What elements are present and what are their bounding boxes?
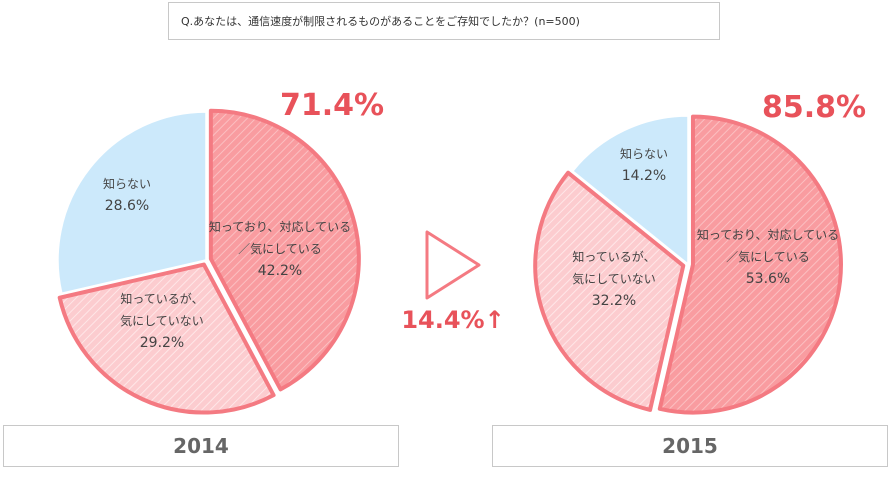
question-box: Q.あなたは、通信速度が制限されるものがあることをご存知でしたか？(n=500): [168, 2, 720, 40]
slice-label-unaware-2014: 知らない: [103, 177, 151, 191]
year-box-2014: 2014: [3, 425, 399, 467]
slice-value-aware-action-2014: 42.2%: [258, 263, 302, 279]
slice-unaware-2014: [57, 111, 207, 294]
slice-label-aware-action-2015: 知っており、対応している: [697, 228, 839, 242]
slice-value-aware-no-action-2014: 29.2%: [140, 335, 184, 351]
slice-label-aware-no-action-2015: 気にしていない: [572, 271, 656, 286]
pie-chart-2015: 知っており、対応している ／気にしている 53.6% 知っているが、気にしていない 32…: [533, 114, 843, 415]
slice-divider-2014: [205, 259, 275, 388]
slice-label-aware-action-2014: ／気にしている: [238, 241, 322, 256]
slice-aware-action-2014: [208, 108, 361, 392]
slice-label-aware-no-action-2014: 知っているが、: [120, 291, 203, 306]
year-label-2015: 2015: [662, 434, 718, 458]
question-text: Q.あなたは、通信速度が制限されるものがあることをご存知でしたか？(n=500): [181, 15, 580, 28]
slice-label-aware-action-2014: 知っており、対応している: [209, 220, 351, 234]
slice-label-aware-no-action-2015: 知っているが、: [572, 249, 655, 264]
slice-aware-action-2015: [657, 114, 843, 415]
slice-aware-no-action-2014: [57, 262, 276, 415]
slice-value-unaware-2014: 28.6%: [105, 198, 149, 214]
change-label: 14.4%↑: [401, 306, 504, 334]
total-aware-2015: 85.8%: [762, 90, 866, 125]
total-aware-2014: 71.4%: [280, 88, 384, 123]
slice-aware-no-action-2015: [533, 170, 686, 412]
slice-label-unaware-2015: 知らない: [620, 147, 668, 161]
slice-label-aware-action-2015: ／気にしている: [726, 249, 810, 264]
arrow-right-icon: [425, 230, 481, 300]
slice-value-aware-action-2015: 53.6%: [746, 271, 790, 287]
slice-value-unaware-2015: 14.2%: [622, 168, 666, 184]
year-label-2014: 2014: [173, 434, 229, 458]
pie-chart-2014: 知っており、対応している ／気にしている 42.2% 知っているが、気にしていない 29…: [57, 108, 361, 415]
slice-value-aware-no-action-2015: 32.2%: [592, 293, 636, 309]
slice-unaware-2015: [572, 115, 689, 265]
slice-divider-2015: [654, 263, 689, 405]
slice-label-aware-no-action-2014: 気にしていない: [120, 313, 204, 328]
year-box-2015: 2015: [492, 425, 888, 467]
